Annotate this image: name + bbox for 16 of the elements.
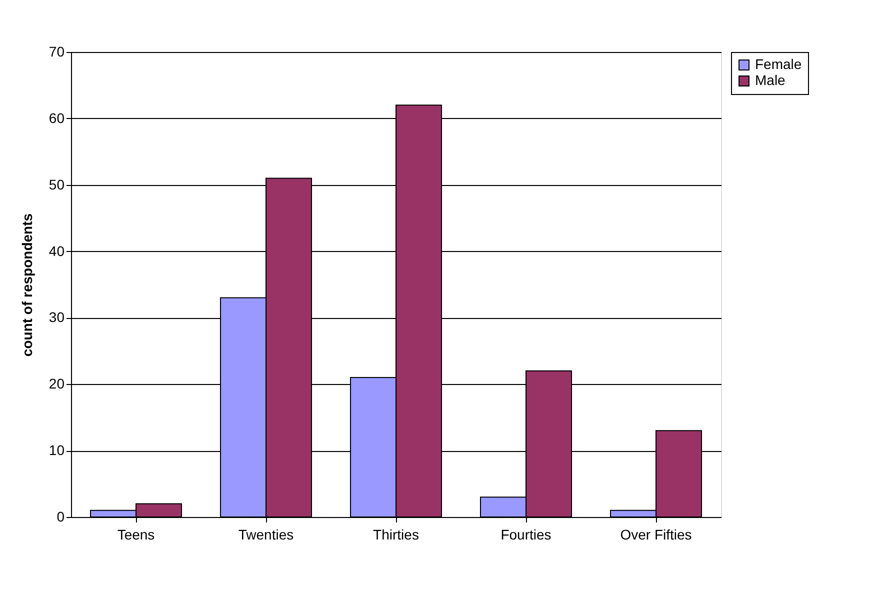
y-tick-label: 0 — [56, 508, 65, 524]
legend-label: Male — [755, 72, 786, 88]
y-tick-label: 10 — [48, 442, 65, 458]
y-tick-label: 70 — [48, 44, 65, 60]
y-axis-title: count of respondents — [18, 213, 35, 357]
y-tick-label: 50 — [48, 176, 65, 192]
x-tick-label: Fourties — [500, 526, 552, 542]
y-tick-label: 20 — [48, 376, 65, 392]
x-tick-label: Over Fifties — [620, 526, 692, 542]
x-tick-label: Teens — [117, 526, 155, 542]
y-tick-label: 40 — [48, 242, 65, 259]
x-tick-label: Thirties — [373, 526, 419, 542]
legend-label: Female — [755, 56, 802, 72]
x-tick-label: Twenties — [238, 526, 294, 542]
y-tick-label: 60 — [48, 110, 65, 126]
y-tick-label: 30 — [48, 309, 65, 326]
